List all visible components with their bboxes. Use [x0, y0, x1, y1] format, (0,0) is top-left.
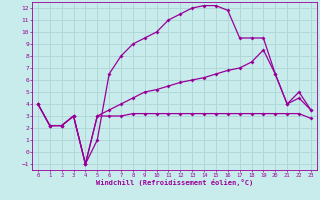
X-axis label: Windchill (Refroidissement éolien,°C): Windchill (Refroidissement éolien,°C): [96, 179, 253, 186]
